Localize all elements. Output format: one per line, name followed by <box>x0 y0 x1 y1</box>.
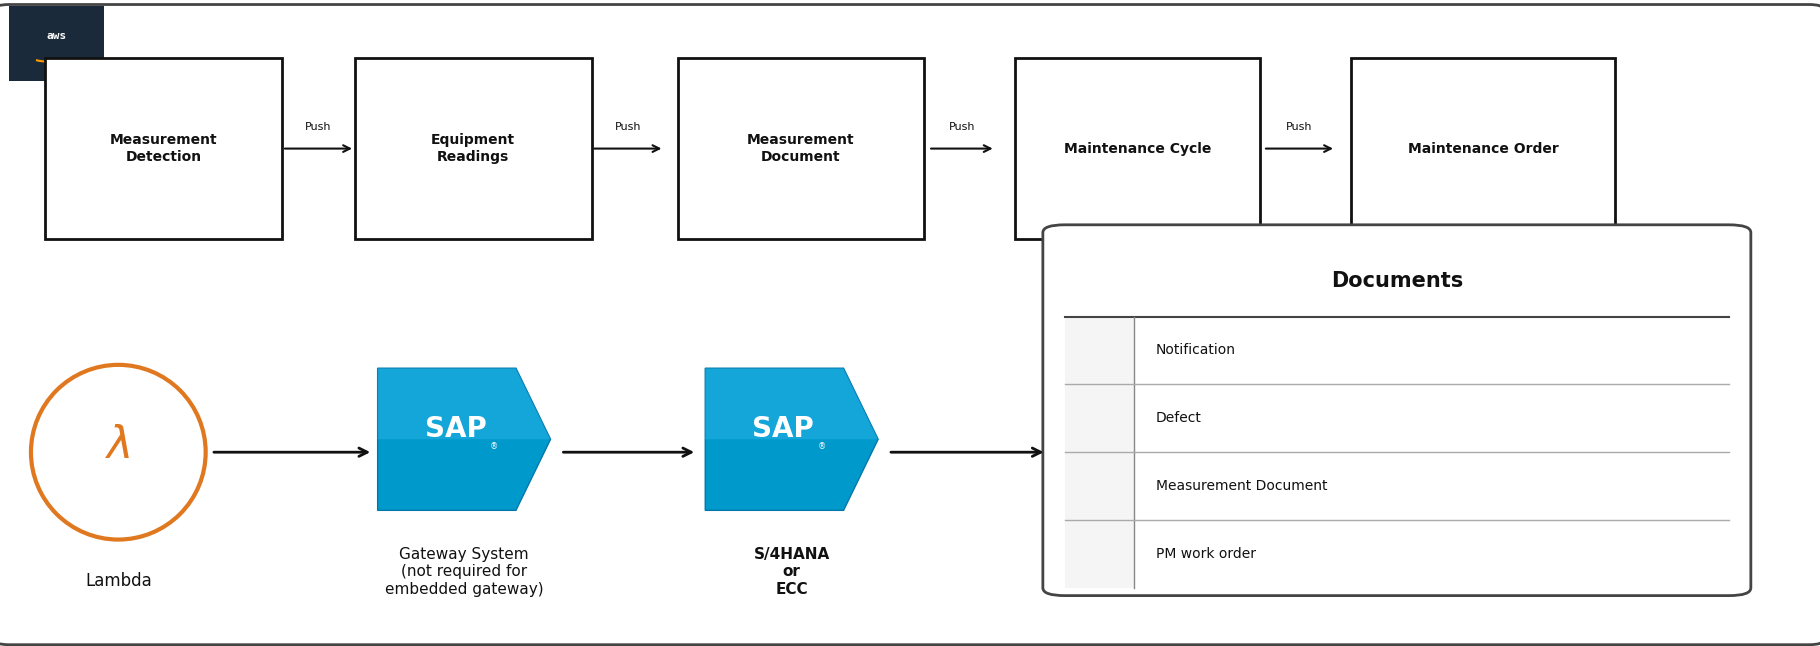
FancyBboxPatch shape <box>1043 225 1751 596</box>
Text: ®: ® <box>817 442 826 451</box>
Bar <box>1016 58 1259 239</box>
Polygon shape <box>379 368 550 510</box>
Polygon shape <box>706 368 877 510</box>
Text: S/4HANA
or
ECC: S/4HANA or ECC <box>753 547 830 597</box>
Bar <box>355 58 592 239</box>
Text: $\lambda$: $\lambda$ <box>106 424 131 467</box>
Text: Equipment
Readings: Equipment Readings <box>431 134 515 163</box>
Text: aws: aws <box>46 30 67 41</box>
Text: Defect: Defect <box>1156 412 1201 425</box>
Text: Push: Push <box>948 123 976 132</box>
Text: Measurement
Detection: Measurement Detection <box>109 134 218 163</box>
Bar <box>1065 317 1134 384</box>
Text: Push: Push <box>1287 123 1312 132</box>
Text: SAP: SAP <box>752 415 814 443</box>
Bar <box>46 58 282 239</box>
Text: Notification: Notification <box>1156 344 1236 357</box>
Bar <box>1065 384 1134 452</box>
Bar <box>1350 58 1616 239</box>
Text: PM work order: PM work order <box>1156 547 1256 561</box>
Bar <box>1065 452 1134 520</box>
Text: Push: Push <box>615 123 641 132</box>
Text: Lambda: Lambda <box>86 572 151 590</box>
Text: SAP: SAP <box>424 415 486 443</box>
Text: Gateway System
(not required for
embedded gateway): Gateway System (not required for embedde… <box>384 547 544 597</box>
Bar <box>1065 520 1134 588</box>
Text: Push: Push <box>306 123 331 132</box>
Text: Maintenance Order: Maintenance Order <box>1409 141 1558 156</box>
Polygon shape <box>706 368 877 439</box>
Text: Measurement
Document: Measurement Document <box>746 134 855 163</box>
Polygon shape <box>379 368 550 439</box>
Bar <box>9 6 104 81</box>
Text: Documents: Documents <box>1330 271 1463 291</box>
Text: Measurement Document: Measurement Document <box>1156 479 1327 493</box>
FancyBboxPatch shape <box>0 5 1820 645</box>
Text: Maintenance Cycle: Maintenance Cycle <box>1065 141 1210 156</box>
Bar <box>677 58 925 239</box>
Text: ®: ® <box>490 442 499 451</box>
Ellipse shape <box>31 365 206 539</box>
